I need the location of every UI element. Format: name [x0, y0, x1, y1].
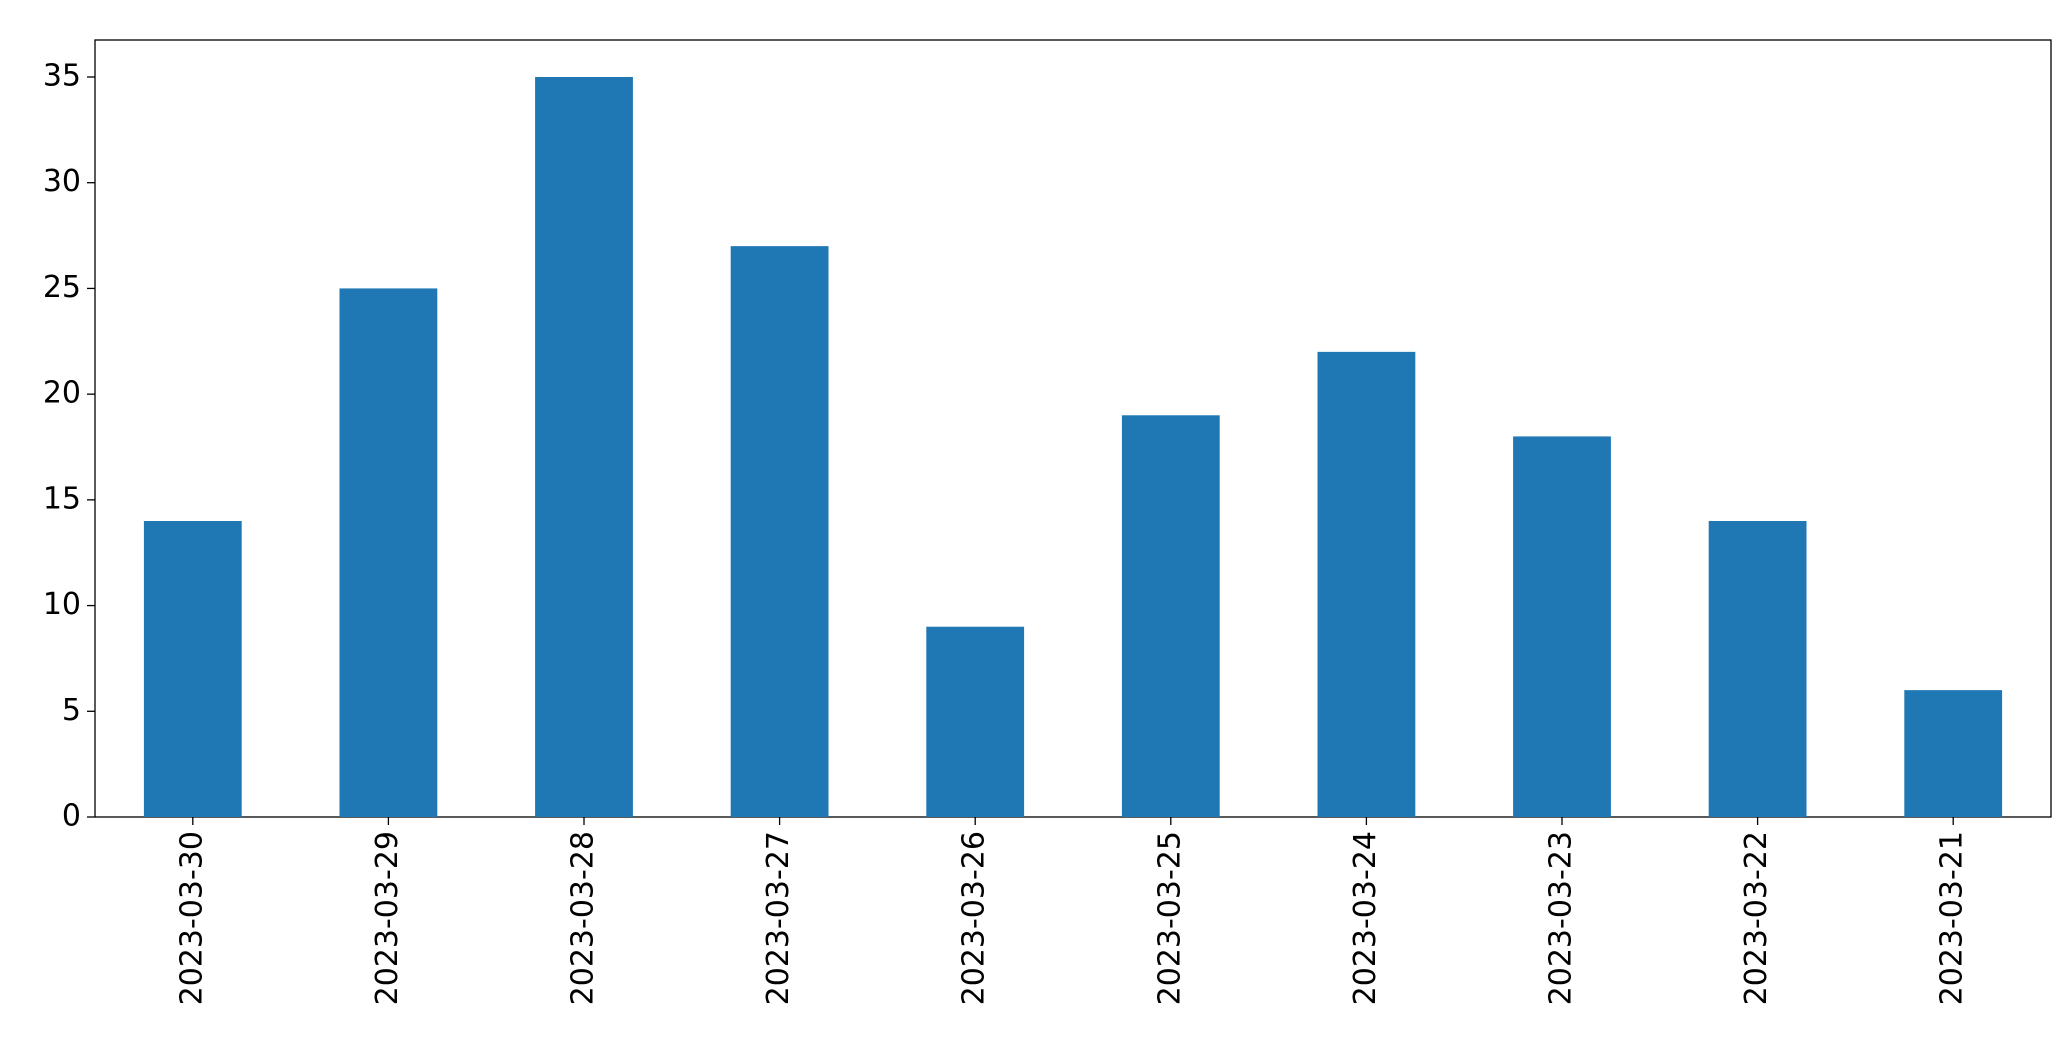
y-tick-label: 35 [43, 59, 81, 94]
y-tick-label: 10 [43, 587, 81, 622]
x-tick-label: 2023-03-24 [1348, 831, 1383, 1005]
x-tick-label: 2023-03-28 [566, 831, 601, 1005]
x-tick-label: 2023-03-22 [1739, 831, 1774, 1005]
x-tick-label: 2023-03-26 [957, 831, 992, 1005]
x-tick-label: 2023-03-25 [1152, 831, 1187, 1005]
y-tick-label: 25 [43, 270, 81, 305]
bar [339, 288, 438, 817]
bar [730, 246, 829, 818]
y-tick-label: 20 [43, 376, 81, 411]
x-tick-label: 2023-03-27 [761, 831, 796, 1005]
x-tick-label: 2023-03-23 [1544, 831, 1579, 1005]
y-tick-label: 0 [62, 799, 81, 834]
bar [535, 77, 633, 817]
bar [1904, 690, 2003, 817]
y-tick-label: 15 [43, 481, 81, 516]
bar [926, 626, 1025, 817]
y-tick-label: 30 [43, 164, 81, 199]
bar [1708, 521, 1807, 817]
bar [1121, 415, 1220, 817]
x-tick-label: 2023-03-29 [370, 831, 405, 1005]
bar [1513, 436, 1611, 817]
x-tick-label: 2023-03-30 [174, 831, 209, 1005]
bar [1317, 351, 1416, 817]
bar [143, 521, 242, 817]
plot-frame [94, 39, 2052, 818]
y-tick-label: 5 [62, 693, 81, 728]
x-tick-label: 2023-03-21 [1935, 831, 1970, 1005]
